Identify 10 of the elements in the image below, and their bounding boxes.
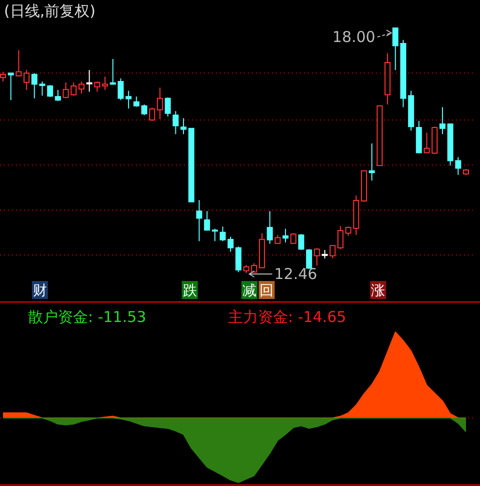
annotation: 18.00 (332, 28, 376, 46)
text: 主力资金: -14.65 (228, 308, 346, 326)
text: 财 (32, 283, 47, 299)
text: 散户资金: -11.53 (28, 308, 146, 326)
annotation: 12.46 (274, 265, 318, 283)
text: 减 (242, 283, 256, 299)
text: 跌 (182, 283, 197, 299)
text: 涨 (371, 283, 386, 299)
text: 回 (260, 283, 274, 299)
chart-title: (日线,前复权) (4, 2, 96, 20)
